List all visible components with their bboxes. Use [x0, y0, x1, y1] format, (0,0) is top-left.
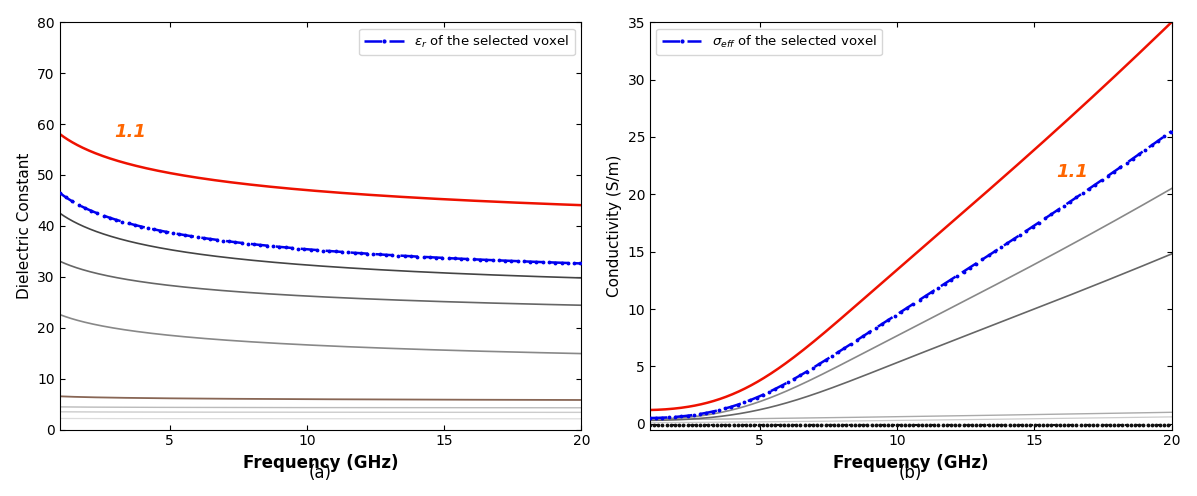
Legend: $\varepsilon_r$ of the selected voxel: $\varepsilon_r$ of the selected voxel	[359, 29, 575, 56]
Y-axis label: Conductivity (S/m): Conductivity (S/m)	[607, 155, 621, 297]
Y-axis label: Dielectric Constant: Dielectric Constant	[17, 153, 31, 299]
X-axis label: Frequency (GHz): Frequency (GHz)	[243, 454, 399, 472]
X-axis label: Frequency (GHz): Frequency (GHz)	[833, 454, 989, 472]
Text: 1.1: 1.1	[1056, 163, 1088, 181]
Legend: $\sigma_{eff}$ of the selected voxel: $\sigma_{eff}$ of the selected voxel	[656, 29, 882, 56]
Text: (a): (a)	[309, 464, 332, 483]
Text: (b): (b)	[899, 464, 923, 483]
Text: 1.1: 1.1	[115, 123, 146, 141]
